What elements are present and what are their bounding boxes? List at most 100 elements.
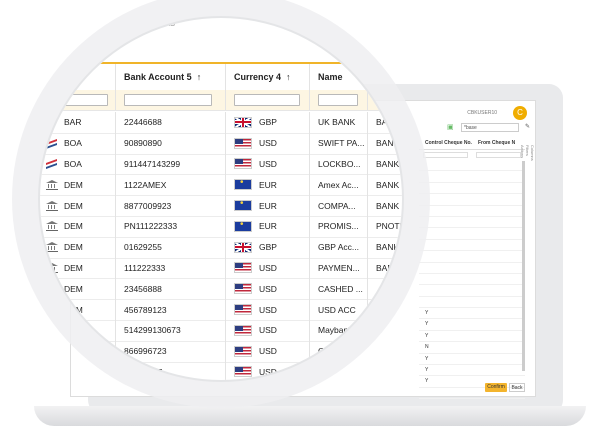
currency-value: USD <box>259 346 277 357</box>
us-flag-icon <box>234 283 252 295</box>
filter-cell <box>226 90 310 110</box>
type-value: BANK <box>376 138 400 149</box>
bank-account-value: F1234567 <box>124 366 163 377</box>
cell-bank-account: 911447143299 <box>116 153 226 175</box>
type-value: BANK <box>376 304 400 315</box>
us-flag-icon <box>234 366 252 378</box>
background-table-header: Control Cheque No. From Cheque N <box>419 137 525 150</box>
table-row[interactable]: DEM 111222333 USD PAYMEN... BANK <box>40 257 402 280</box>
table-row[interactable]: DEM PN111222333 EUR PROMIS... PNOTES <box>40 216 402 238</box>
table-row[interactable]: DEM 8877009923 EUR COMPA... BANK <box>40 195 402 217</box>
filter-name-input[interactable] <box>318 94 358 106</box>
filter-input[interactable] <box>423 152 468 158</box>
name-value: USD ACC <box>318 304 356 315</box>
table-row[interactable] <box>419 183 525 195</box>
pin-icon[interactable]: ✎ <box>525 124 531 130</box>
table-row[interactable]: BOA 90890890 USD SWIFT PA... BANK <box>40 132 402 155</box>
currency-value: GBP <box>259 117 277 128</box>
cell-type: BANK <box>368 154 402 175</box>
table-row[interactable] <box>419 388 525 400</box>
filter-account-input[interactable] <box>124 94 212 106</box>
table-row[interactable]: DEM 01629255 GBP GBP Acc... BANK <box>40 236 402 259</box>
currency-value: USD <box>259 158 277 169</box>
cell-bank-account: 01629255 <box>116 236 226 258</box>
column-bank-account[interactable]: Bank Account 5 ↑ <box>116 64 226 90</box>
column-from-cheque[interactable]: From Cheque N <box>478 140 516 146</box>
cell-type: BANK <box>368 258 402 279</box>
column-bank[interactable]: ↑ <box>40 64 116 90</box>
column-currency[interactable]: Currency 4 ↑ <box>226 64 310 90</box>
cell-bank: BOA <box>40 132 116 154</box>
side-tab-actions[interactable]: Actions <box>520 145 525 159</box>
table-row[interactable] <box>419 194 525 206</box>
confirm-button[interactable]: Confirm <box>485 383 507 392</box>
lock-icon[interactable]: ▣ <box>447 124 454 131</box>
eu-flag-icon <box>234 219 252 232</box>
table-row[interactable] <box>419 160 525 172</box>
table-row[interactable] <box>419 297 525 309</box>
table-row[interactable]: Y <box>419 331 525 343</box>
type-value: BANK <box>376 325 400 336</box>
sort-asc-icon[interactable]: ↑ <box>196 72 202 82</box>
table-row[interactable]: BOA 911447143299 USD LOCKBO... BANK <box>40 153 402 176</box>
table-row[interactable] <box>419 240 525 252</box>
table-row[interactable] <box>419 285 525 297</box>
side-tab-filters[interactable]: Filters <box>525 145 530 156</box>
bank-account-value: 23456888 <box>124 283 162 294</box>
gb-flag-icon <box>234 241 252 253</box>
table-row[interactable] <box>419 251 525 263</box>
us-flag-icon <box>234 304 252 316</box>
table-row[interactable]: N <box>419 342 525 354</box>
side-tab-columns[interactable]: Columns <box>530 145 535 161</box>
table-row[interactable]: DEM 866996723 USD CAMT B... BAN <box>40 340 402 363</box>
cell-currency: USD <box>226 153 310 175</box>
back-button[interactable]: Back <box>509 383 525 392</box>
table-row[interactable]: DEM 514299130673 USD Maybank... BANK <box>40 320 402 342</box>
institution-icon <box>46 283 58 294</box>
filter-currency-input[interactable] <box>234 94 300 106</box>
bank-code: DEM <box>64 346 83 357</box>
table-row[interactable] <box>419 228 525 240</box>
cell-bank-account: 456789123 <box>116 299 226 320</box>
table-row[interactable]: DEM 23456888 USD CASHED ... <box>40 278 402 301</box>
cell-bank: DEM <box>40 299 116 320</box>
currency-value: EUR <box>259 221 277 232</box>
table-row[interactable]: DEM 456789123 USD USD ACC BANK <box>40 299 402 321</box>
table-row[interactable] <box>419 206 525 217</box>
cell-bank: DEM <box>40 278 116 300</box>
avatar[interactable]: C <box>513 106 527 120</box>
table-row[interactable]: Y <box>419 354 525 366</box>
column-currency-label: Currency 4 <box>234 72 282 82</box>
table-row[interactable]: F1234567 USD Food - A... <box>40 361 402 380</box>
cell-bank-account: 1122AMEX <box>116 174 226 196</box>
column-name[interactable]: Name <box>310 64 368 90</box>
table-row[interactable] <box>419 263 525 274</box>
name-value: PAYMEN... <box>318 262 360 273</box>
table-row[interactable] <box>419 274 525 286</box>
view-select[interactable]: *base <box>461 123 519 132</box>
cell-name: SWIFT PA... <box>310 132 368 154</box>
sort-asc-icon[interactable]: ↑ <box>51 72 56 82</box>
laptop-base <box>34 406 586 426</box>
cell-bank: DEM <box>40 320 116 341</box>
column-control-cheque[interactable]: Control Cheque No. <box>425 140 472 146</box>
table-row[interactable]: Y <box>419 319 525 331</box>
cell-currency: EUR <box>226 216 310 237</box>
table-row[interactable]: Y <box>419 376 525 388</box>
table-row[interactable] <box>419 217 525 229</box>
table-row[interactable]: DEM 1122AMEX EUR Amex Ac... BANK <box>40 174 402 197</box>
currency-value: USD <box>259 138 277 149</box>
sort-asc-icon[interactable]: ↑ <box>286 72 291 82</box>
column-type[interactable]: Ba <box>368 64 402 90</box>
cell-name: Amex Ac... <box>310 174 368 196</box>
eu-flag-icon <box>234 198 252 212</box>
cell-currency: USD <box>226 340 310 362</box>
table-row[interactable]: ▲ BAR 22446688 GBP UK BANK BANK <box>40 112 402 134</box>
filter-type-input[interactable] <box>376 94 402 106</box>
scrollbar[interactable] <box>522 161 525 371</box>
filter-input[interactable] <box>476 152 521 158</box>
filter-bank-input[interactable] <box>46 94 108 106</box>
table-row[interactable] <box>419 171 525 183</box>
table-row[interactable]: Y <box>419 365 525 377</box>
table-row[interactable]: Y <box>419 308 525 320</box>
